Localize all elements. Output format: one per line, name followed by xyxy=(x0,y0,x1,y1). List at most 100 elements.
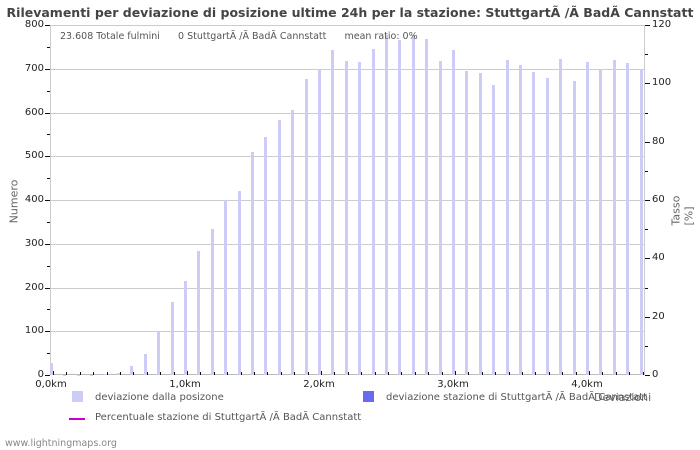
y-tick-label: 0 xyxy=(37,369,44,380)
y2-minor-tick xyxy=(645,287,648,289)
y-minor-tick xyxy=(47,353,50,355)
x-tick xyxy=(374,372,376,375)
y-tick xyxy=(45,25,50,26)
bar xyxy=(318,68,321,375)
bar xyxy=(586,62,589,375)
bar xyxy=(599,68,603,375)
x-tick xyxy=(213,372,215,375)
x-tick xyxy=(629,372,631,375)
y-minor-tick xyxy=(47,46,50,48)
x-tick xyxy=(361,372,363,375)
y2-tick-label: 100 xyxy=(652,77,672,89)
bar xyxy=(532,72,536,375)
x-tick xyxy=(227,372,229,375)
station-strokes: 0 StuttgartÃ /Ã BadÃ Cannstatt xyxy=(178,31,327,42)
y-tick xyxy=(45,331,50,333)
y2-tick xyxy=(645,25,650,26)
y-tick xyxy=(45,68,50,70)
x-tick xyxy=(508,372,510,375)
y2-tick-label: 60 xyxy=(652,194,665,205)
y-minor-tick xyxy=(47,309,50,311)
x-tick xyxy=(160,372,162,375)
bar xyxy=(170,301,174,375)
x-axis-title: Deviazioni xyxy=(594,391,652,404)
bar xyxy=(184,280,187,375)
y-tick xyxy=(45,243,50,245)
mean-ratio: mean ratio: 0% xyxy=(344,31,418,42)
bar xyxy=(143,354,147,375)
x-tick xyxy=(146,372,148,375)
y2-minor-tick xyxy=(645,170,648,172)
bar xyxy=(478,73,482,375)
y-tick xyxy=(45,200,50,201)
bar xyxy=(438,61,442,375)
legend-label-all: deviazione dalla posizone xyxy=(95,392,224,403)
x-tick xyxy=(548,372,550,375)
x-tick-label: 2,0km xyxy=(303,379,335,390)
bar xyxy=(103,374,107,375)
bar xyxy=(545,77,549,375)
x-tick xyxy=(455,371,456,375)
x-tick xyxy=(428,372,430,375)
y-tick-label: 200 xyxy=(24,281,44,293)
bar xyxy=(304,78,308,375)
bar xyxy=(371,49,375,375)
y-tick xyxy=(45,112,50,114)
x-tick xyxy=(200,372,202,375)
bar xyxy=(197,251,201,375)
bar xyxy=(117,372,120,375)
bar xyxy=(277,119,281,375)
y2-tick xyxy=(645,83,650,85)
x-tick xyxy=(388,372,389,375)
bar xyxy=(398,40,402,375)
legend-line-percent xyxy=(69,418,85,420)
x-tick xyxy=(79,372,81,375)
y2-tick-label: 120 xyxy=(652,19,672,30)
x-tick xyxy=(133,372,135,375)
x-tick xyxy=(441,372,443,375)
bar xyxy=(291,110,295,375)
footer-credit: www.lightningmaps.org xyxy=(5,438,117,449)
chart-title: Rilevamenti per deviazione di posizione … xyxy=(6,5,694,20)
x-tick xyxy=(334,372,336,375)
y-tick-label: 300 xyxy=(24,237,44,249)
y2-minor-tick xyxy=(645,54,648,56)
x-tick xyxy=(347,372,349,375)
x-tick xyxy=(321,371,322,375)
x-tick xyxy=(481,372,483,375)
x-tick-label: 3,0km xyxy=(437,379,469,390)
y-minor-tick xyxy=(47,221,50,223)
bar xyxy=(639,68,643,375)
x-tick xyxy=(187,371,188,375)
x-tick xyxy=(267,372,269,375)
bar xyxy=(452,50,455,375)
x-tick xyxy=(294,372,296,375)
x-tick xyxy=(589,371,590,375)
x-tick xyxy=(468,372,470,375)
y2-axis-title: Tasso [%] xyxy=(669,195,696,226)
x-tick xyxy=(280,372,282,375)
y2-tick xyxy=(645,316,650,318)
y-minor-tick xyxy=(47,178,50,180)
x-tick xyxy=(495,372,497,375)
bar xyxy=(465,70,469,375)
y2-tick xyxy=(645,258,650,260)
y-tick-label: 700 xyxy=(24,62,44,74)
y2-tick xyxy=(645,375,650,376)
legend-swatch-all xyxy=(72,391,83,402)
legend-label-percent: Percentuale stazione di StuttgartÃ /Ã Ba… xyxy=(95,412,362,423)
y-tick-label: 400 xyxy=(24,194,44,205)
bar xyxy=(411,34,415,375)
y2-tick xyxy=(645,141,650,143)
y-tick xyxy=(45,375,50,376)
x-tick xyxy=(53,371,54,375)
bar xyxy=(559,59,563,375)
x-tick xyxy=(414,372,416,375)
y-axis-title: Numero xyxy=(7,179,21,224)
bar xyxy=(519,65,522,375)
x-tick xyxy=(575,372,577,375)
bar xyxy=(626,63,630,375)
x-tick xyxy=(535,372,537,375)
bar xyxy=(572,81,576,375)
x-tick-label: 4,0km xyxy=(571,379,603,390)
